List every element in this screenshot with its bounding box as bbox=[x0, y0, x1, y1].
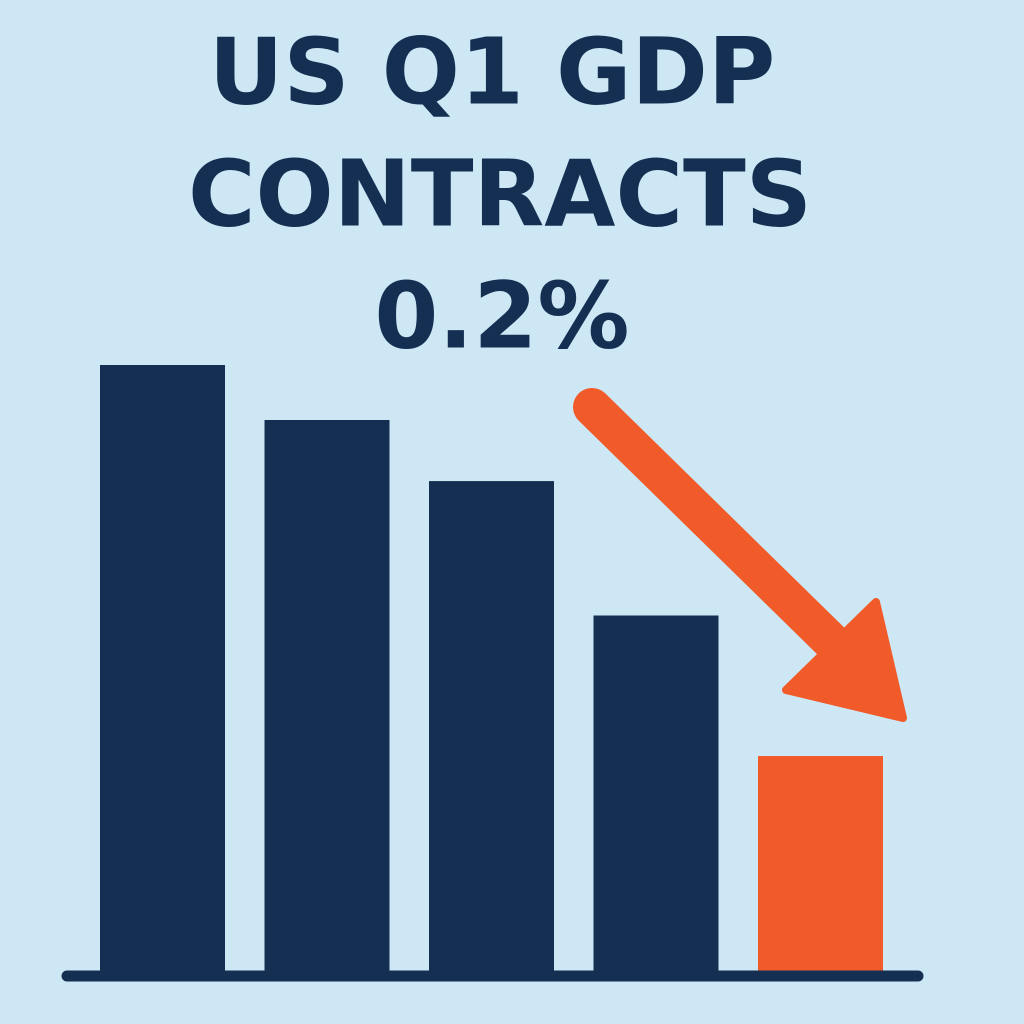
chart-title: 0.2% bbox=[374, 262, 629, 369]
down-arrow bbox=[573, 388, 907, 722]
bars bbox=[100, 365, 883, 976]
bar bbox=[593, 615, 719, 976]
bar bbox=[264, 419, 390, 976]
bar bbox=[100, 365, 225, 976]
arrow-shaft bbox=[573, 388, 859, 669]
bar bbox=[429, 481, 554, 976]
chart-title: US Q1 GDP bbox=[209, 18, 776, 125]
chart-title: CONTRACTS bbox=[188, 140, 812, 247]
bar bbox=[758, 756, 883, 976]
arrow-head bbox=[782, 598, 907, 722]
